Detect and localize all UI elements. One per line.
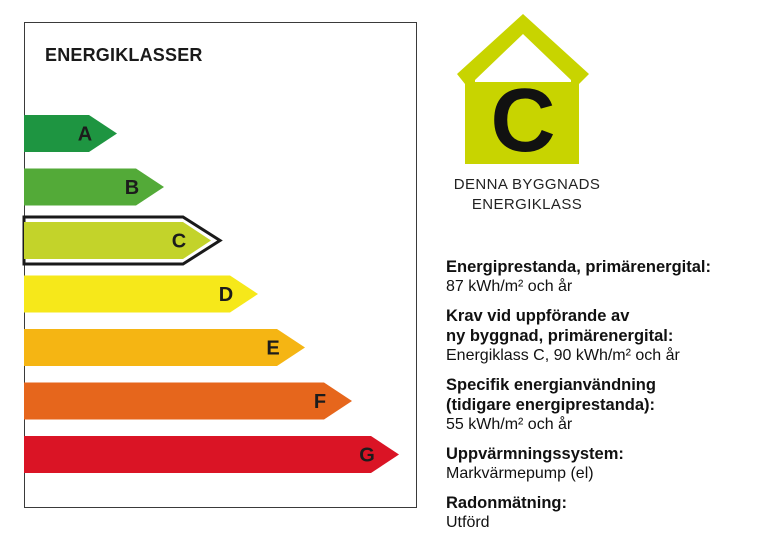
info-label: (tidigare energiprestanda): — [446, 396, 656, 414]
badge-caption-line-2: ENERGIKLASS — [471, 196, 583, 213]
energy-bar-label-g: G — [359, 445, 375, 467]
info-block-specifik: Specifik energianvändning (tidigare ener… — [446, 375, 766, 435]
house-icon: C — [457, 14, 589, 171]
info-value: 55 kWh/m² och år — [446, 416, 573, 433]
energy-class-bars: A B C D E F G — [22, 115, 399, 473]
energy-scale-panel: ENERGIKLASSER A B C D E F G — [22, 22, 417, 508]
energy-bar-d — [24, 275, 258, 313]
info-value: Utförd — [446, 514, 490, 531]
info-label: Uppvärmningssystem: — [446, 445, 624, 463]
info-value: Energiklass C, 90 kWh/m² och år — [446, 347, 680, 364]
energy-bar-label-b: B — [125, 177, 139, 199]
energy-bar-label-a: A — [78, 124, 92, 146]
info-label: ny byggnad, primärenergital: — [446, 327, 674, 345]
house-inner-panel — [475, 82, 571, 156]
energy-scale-title: ENERGIKLASSER — [45, 45, 203, 65]
info-label: Energiprestanda, primärenergital: — [446, 258, 711, 276]
house-roof-gap — [475, 34, 571, 82]
energy-bar-f — [24, 382, 352, 420]
energy-class-badge: C — [447, 14, 607, 224]
energy-bar-label-c: C — [172, 231, 186, 253]
info-block-radon: Radonmätning: Utförd — [446, 493, 766, 533]
badge-letter: C — [491, 71, 556, 171]
energy-bar-c — [24, 222, 211, 259]
info-label: Specifik energianvändning — [446, 376, 656, 394]
energy-bar-label-f: F — [314, 391, 326, 413]
info-block-energiprestanda: Energiprestanda, primärenergital: 87 kWh… — [446, 257, 766, 297]
energy-bar-g — [24, 436, 399, 473]
info-value: Markvärmepump (el) — [446, 465, 594, 482]
info-value: 87 kWh/m² och år — [446, 278, 573, 295]
energy-bar-label-d: D — [219, 284, 233, 306]
energy-bar-a — [24, 115, 117, 152]
badge-caption-line-1: DENNA BYGGNADS — [453, 176, 601, 193]
info-block-krav: Krav vid uppförande av ny byggnad, primä… — [446, 306, 766, 366]
energy-bar-e — [24, 329, 305, 366]
energy-info-list: Energiprestanda, primärenergital: 87 kWh… — [446, 257, 766, 542]
badge-caption: DENNA BYGGNADS ENERGIKLASS — [432, 175, 622, 215]
info-block-uppvarmning: Uppvärmningssystem: Markvärmepump (el) — [446, 444, 766, 484]
energy-bar-label-e: E — [266, 338, 279, 360]
info-label: Krav vid uppförande av — [446, 307, 630, 325]
info-label: Radonmätning: — [446, 494, 567, 512]
energy-bar-b — [24, 168, 164, 206]
